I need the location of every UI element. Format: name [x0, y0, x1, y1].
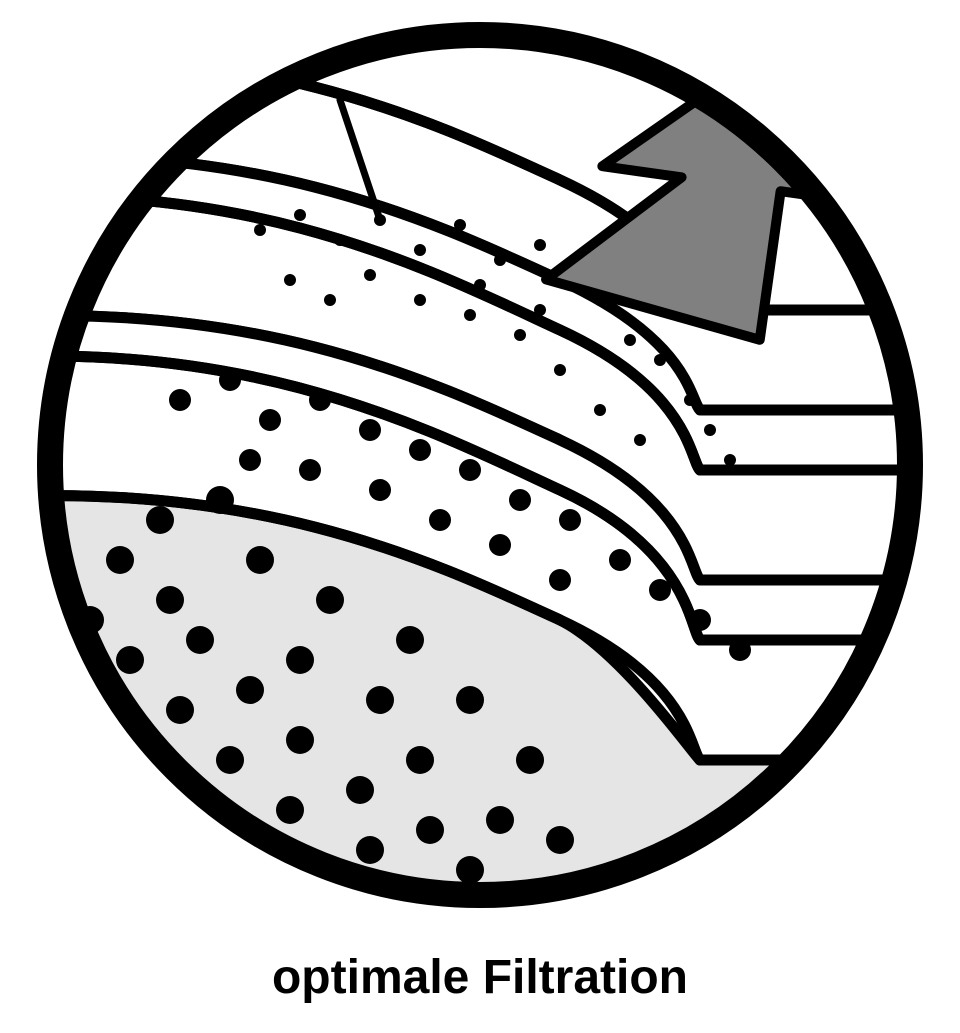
diagram-root: optimale Filtration — [0, 0, 960, 1033]
caption-text: optimale Filtration — [0, 950, 960, 1005]
filtration-diagram — [0, 0, 960, 1033]
